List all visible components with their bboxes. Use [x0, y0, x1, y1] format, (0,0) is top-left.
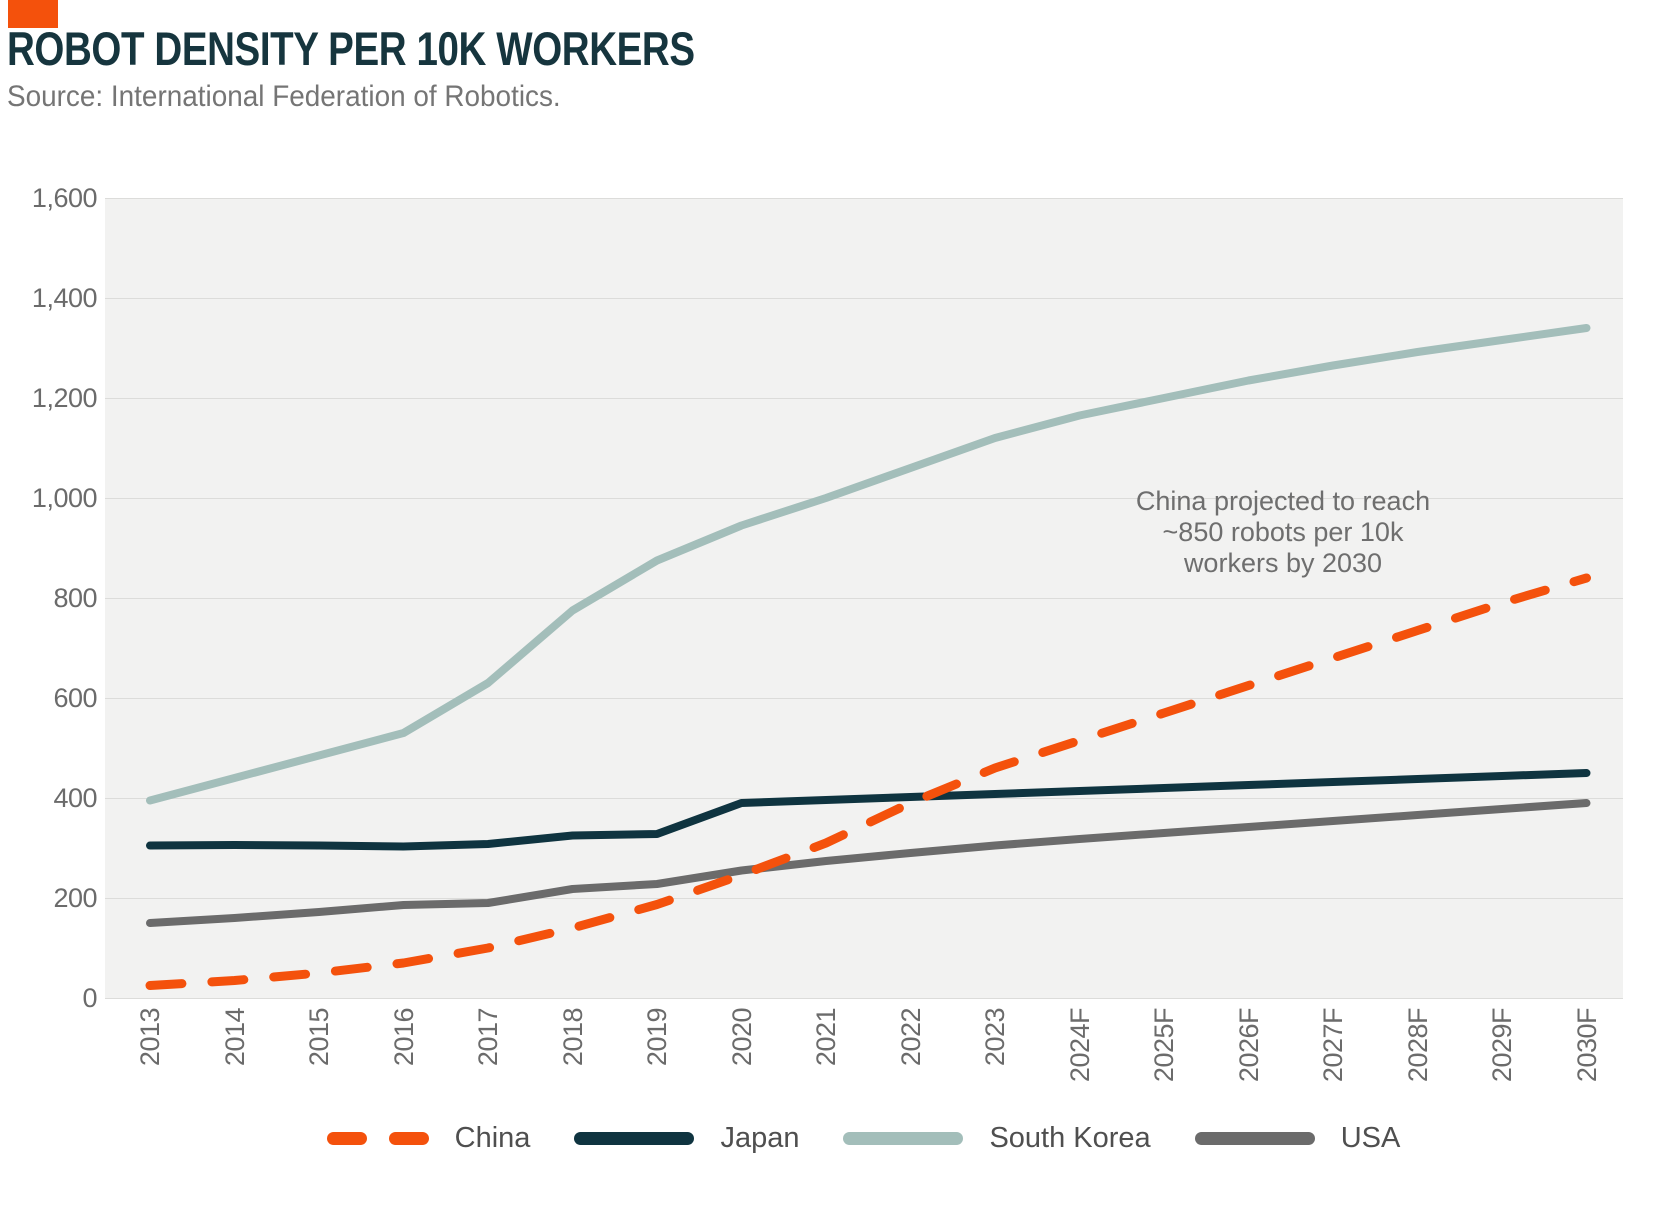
y-gridline [105, 998, 1623, 999]
y-axis-tick-label: 200 [53, 883, 97, 913]
legend-swatch [574, 1132, 695, 1145]
x-axis-tick-label: 2021 [811, 1008, 841, 1067]
series-line-south-korea [146, 324, 1591, 805]
series-lines [145, 324, 1591, 990]
x-axis-tick-label: 2028F [1402, 1008, 1433, 1083]
legend-label: China [454, 1122, 531, 1154]
y-axis-tick-label: 600 [53, 683, 97, 713]
china-projection-annotation: China projected to reach ~850 robots per… [1093, 486, 1473, 579]
y-gridline [105, 698, 1623, 699]
x-axis-tick-label: 2018 [557, 1008, 588, 1067]
x-axis-tick-label: 2025F [1149, 1008, 1179, 1083]
legend-item-japan: Japan [574, 1122, 799, 1155]
y-gridline [105, 498, 1623, 499]
x-axis-tick-label: 2023 [980, 1008, 1010, 1067]
x-axis-tick-label: 2027F [1318, 1008, 1348, 1083]
series-line-japan [146, 769, 1591, 851]
y-axis-tick-label: 800 [53, 583, 97, 613]
legend-swatch [326, 1132, 429, 1145]
y-axis-tick-label: 1,600 [31, 183, 98, 213]
y-gridline [105, 198, 1623, 199]
legend-item-south-korea: South Korea [843, 1122, 1151, 1155]
legend-swatch [1194, 1132, 1315, 1145]
annotation-line-1: China projected to reach [1135, 486, 1431, 516]
x-axis-tick-label: 2013 [135, 1008, 165, 1067]
y-gridline [105, 898, 1623, 899]
x-axis-tick-label: 2014 [219, 1008, 250, 1067]
legend-item-china: China [326, 1122, 531, 1155]
x-axis-tick-label: 2020 [726, 1008, 757, 1067]
legend-dash-swatch [326, 1132, 367, 1145]
x-axis-tick-label: 2030F [1571, 1008, 1602, 1083]
legend-label: Japan [720, 1122, 800, 1154]
y-axis-tick-label: 400 [53, 783, 97, 813]
y-axis-tick-label: 1,200 [31, 383, 98, 413]
page-title: ROBOT DENSITY PER 10K WORKERS [7, 22, 695, 75]
legend-swatch [843, 1132, 964, 1145]
y-gridline [105, 398, 1623, 399]
annotation-line-2: ~850 robots per 10k [1162, 517, 1404, 547]
legend-item-usa: USA [1194, 1122, 1401, 1155]
x-axis-tick-label: 2016 [388, 1008, 419, 1067]
legend-dash-swatch [388, 1132, 429, 1145]
chart-legend: China Japan South Korea USA [0, 1122, 1667, 1155]
brand-accent-bar [8, 0, 58, 28]
y-gridline [105, 298, 1623, 299]
x-axis-tick-label: 2026F [1233, 1008, 1264, 1083]
y-axis-tick-label: 1,000 [31, 483, 98, 513]
x-axis-tick-label: 2019 [642, 1008, 672, 1067]
y-axis-tick-label: 1,400 [31, 283, 98, 313]
y-gridline [105, 598, 1623, 599]
x-axis-tick-label: 2022 [895, 1008, 926, 1067]
series-line-china [145, 573, 1591, 990]
series-line-usa [146, 799, 1591, 927]
legend-label: USA [1340, 1122, 1401, 1154]
x-axis-tick-label: 2024F [1064, 1008, 1095, 1083]
source-caption: Source: International Federation of Robo… [7, 80, 561, 113]
x-axis-tick-label: 2029F [1487, 1008, 1517, 1083]
x-axis-tick-label: 2017 [473, 1008, 503, 1067]
annotation-line-3: workers by 2030 [1183, 548, 1383, 578]
legend-label: South Korea [989, 1122, 1151, 1154]
x-axis-tick-label: 2015 [304, 1008, 334, 1067]
y-axis-tick-label: 0 [82, 983, 97, 1013]
